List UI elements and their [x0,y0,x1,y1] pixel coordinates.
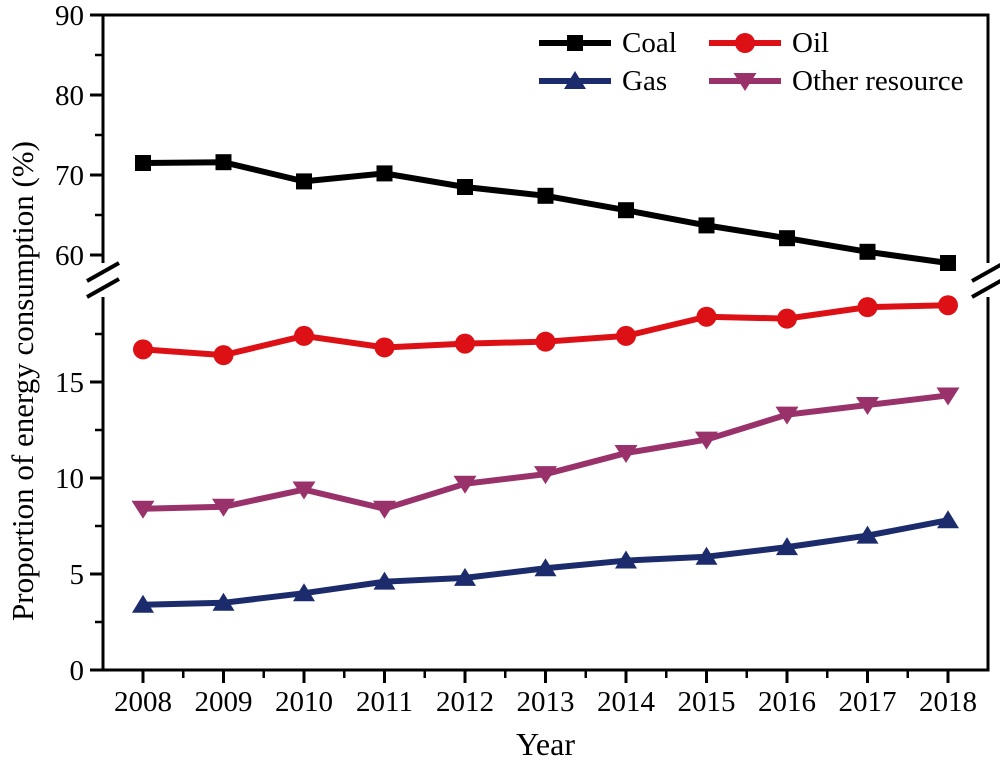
circle-marker [696,306,717,327]
triangle-up-marker [132,594,154,613]
circle-marker [735,33,755,53]
legend-label-other-resource: Other resource [792,64,964,97]
circle-marker [455,333,475,354]
x-tick-label: 2014 [597,686,656,718]
x-tick-label: 2010 [275,686,333,718]
triangle-down-marker [212,498,235,517]
x-tick-label: 2012 [436,686,494,718]
circle-marker [133,339,153,360]
x-tick-label: 2009 [195,686,253,718]
y-axis-break-icon [86,261,120,283]
circle-marker [374,337,395,358]
circle-marker [213,345,234,366]
x-axis-title: Year [516,726,575,762]
axis-break-gap [985,263,991,297]
triangle-down-marker [292,481,316,500]
legend-key-coal [539,35,611,51]
square-marker [215,154,232,171]
y-tick-label: 10 [55,463,84,495]
triangle-up-marker [615,550,637,569]
square-marker [567,35,583,51]
y-tick-label: 15 [55,367,84,399]
y-tick-label: 70 [55,160,84,192]
x-tick-label: 2013 [517,686,575,718]
series-gas [132,510,959,613]
y-axis-break-icon [86,277,120,299]
triangle-down-marker [614,445,638,464]
y-tick-label: 90 [55,0,84,32]
circle-marker [938,295,958,316]
right-axis-break-icon [971,278,1000,299]
legend-key-other-resource [709,73,781,91]
triangle-up-marker [776,537,798,556]
triangle-down-marker [453,475,477,494]
right-axis-break-icon [971,262,1000,283]
legend-item-coal: Coal [538,27,686,59]
square-marker [296,173,312,190]
square-marker [618,202,634,219]
series-line-other-resource [142,392,949,512]
y-tick-label: 5 [70,559,85,591]
triangle-down-marker [856,397,879,416]
circle-marker [777,308,797,329]
legend-item-other-resource: Other resource [708,65,964,97]
y-tick-label: 0 [70,655,85,687]
y-tick-label: 60 [55,240,84,272]
y-axis-title: Proportion of energy consumption (%) [5,141,40,621]
triangle-up-marker [534,558,557,577]
x-tick-label: 2011 [356,686,413,718]
triangle-up-marker [856,525,879,544]
legend: Coal Oil Gas Other resource [538,27,964,97]
x-tick-label: 2015 [678,686,736,718]
triangle-down-marker [534,466,557,485]
triangle-down-marker [131,500,155,519]
series-line-coal [142,159,949,266]
square-marker [376,165,393,182]
circle-marker [535,331,556,352]
triangle-down-marker [373,500,396,519]
square-marker [537,187,554,204]
triangle-down-marker [695,431,718,450]
circle-marker [616,325,636,346]
triangle-down-marker [733,73,757,91]
axis-break-gap [100,263,106,297]
circle-marker [294,325,314,346]
square-marker [698,217,715,234]
x-tick-label: 2017 [839,686,897,718]
triangle-up-marker [937,510,959,529]
triangle-up-marker [212,592,235,611]
x-tick-label: 2008 [114,686,172,718]
triangle-up-marker [373,571,396,590]
triangle-up-marker [454,567,476,586]
triangle-up-marker [564,71,586,89]
square-marker [779,230,795,247]
x-tick-label: 2018 [919,686,977,718]
series-oil [133,295,958,366]
legend-label-gas: Gas [622,64,668,97]
legend-label-oil: Oil [792,26,830,59]
square-marker [859,243,876,260]
triangle-up-marker [293,583,315,602]
legend-key-oil [709,33,781,53]
square-marker [940,255,956,271]
square-marker [457,179,473,195]
legend-label-coal: Coal [622,26,677,59]
x-tick-label: 2016 [758,686,816,718]
series-coal [135,154,956,271]
legend-key-gas [539,71,611,89]
legend-item-gas: Gas [538,65,686,97]
triangle-up-marker [695,546,718,565]
y-tick-label: 80 [55,80,84,112]
triangle-down-marker [936,387,960,406]
circle-marker [857,297,878,318]
triangle-down-marker [775,406,799,425]
square-marker [135,155,151,171]
legend-item-oil: Oil [708,27,964,59]
series-other-resource [131,387,960,519]
